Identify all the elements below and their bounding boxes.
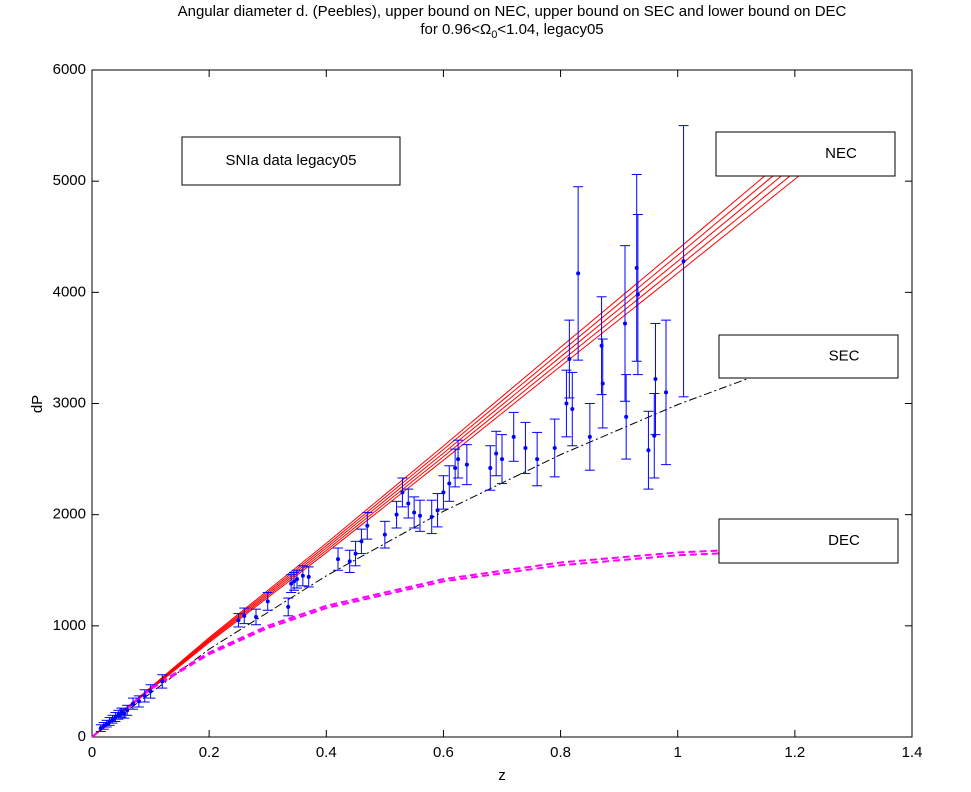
x-tick-label: 1.2 <box>784 744 805 761</box>
series-line <box>91 358 801 738</box>
x-tick-label: 0.2 <box>199 744 220 761</box>
data-point <box>286 604 291 609</box>
data-point <box>500 457 504 462</box>
series-line <box>91 166 802 738</box>
annotation: NEC <box>825 145 857 162</box>
series-line <box>91 152 802 738</box>
data-point <box>535 457 540 462</box>
data-point <box>635 292 640 297</box>
annotation-box <box>718 518 899 564</box>
data-point <box>570 407 575 412</box>
series-line <box>91 548 801 738</box>
data-point <box>148 689 153 694</box>
subtitle-part: <1.04, legacy05 <box>497 21 603 38</box>
data-point <box>289 581 294 586</box>
data-point <box>453 465 458 470</box>
annotation: DEC <box>828 532 860 549</box>
data-point <box>265 599 270 604</box>
x-axis-label: z <box>498 767 506 784</box>
x-tick-label: 1.4 <box>902 744 923 761</box>
data-point <box>552 445 557 450</box>
data-point <box>464 462 469 467</box>
subtitle-subscript: 0 <box>491 29 497 41</box>
data-point <box>394 512 399 517</box>
data-point <box>347 559 352 564</box>
data-point <box>254 614 258 619</box>
data-point <box>136 699 141 704</box>
annotation: SNIa data legacy05 <box>226 152 357 169</box>
chart-title: Angular diameter d. (Peebles), upper bou… <box>178 3 847 20</box>
x-tick-label: 0.6 <box>433 744 454 761</box>
data-point <box>418 513 422 518</box>
y-tick-label: 0 <box>78 728 86 745</box>
data-point <box>107 719 112 724</box>
data-point <box>300 573 305 578</box>
data-point <box>456 457 461 462</box>
data-point <box>365 523 370 528</box>
series-line <box>91 174 802 738</box>
x-tick-label: 0 <box>88 744 96 761</box>
y-tick-label: 3000 <box>53 394 86 411</box>
data-point <box>623 321 627 326</box>
data-point <box>400 490 405 495</box>
x-tick-label: 0.4 <box>316 744 337 761</box>
data-point <box>664 390 668 395</box>
data-point <box>681 259 686 264</box>
data-point <box>429 514 434 519</box>
annotation: SEC <box>829 347 860 364</box>
data-point <box>600 381 605 386</box>
data-point <box>116 712 121 717</box>
data-point <box>576 271 581 276</box>
y-tick-label: 4000 <box>53 283 86 300</box>
data-point <box>447 481 452 486</box>
series-line <box>91 145 802 738</box>
data-point <box>523 445 528 450</box>
data-point <box>441 490 446 495</box>
data-point <box>306 574 311 579</box>
data-point <box>359 539 364 544</box>
data-point <box>110 717 115 722</box>
data-point <box>646 448 651 453</box>
data-point <box>236 618 241 623</box>
data-point <box>587 434 592 439</box>
data-point <box>653 377 658 382</box>
data-point <box>160 679 165 684</box>
annotation-box <box>181 136 401 186</box>
data-point <box>494 451 499 456</box>
data-point <box>406 501 411 506</box>
data-point <box>292 579 297 584</box>
annotation-box <box>718 334 899 379</box>
y-tick-label: 5000 <box>53 172 86 189</box>
data-point <box>488 465 493 470</box>
y-tick-label: 1000 <box>53 617 86 634</box>
data-point <box>511 434 516 439</box>
data-point <box>624 414 629 419</box>
data-point <box>295 577 299 582</box>
data-point <box>412 510 417 515</box>
data-point <box>353 551 358 556</box>
x-tick-label: 0.8 <box>550 744 571 761</box>
series-line <box>91 159 802 738</box>
x-tick-label: 1 <box>674 744 682 761</box>
annotation-box <box>715 131 896 177</box>
chart-subtitle: for 0.96<Ω0<1.04, legacy05 <box>420 21 603 41</box>
data-point <box>142 693 147 698</box>
subtitle-part: for 0.96<Ω <box>420 21 491 38</box>
data-point <box>131 701 135 706</box>
data-point <box>113 714 118 719</box>
data-point <box>567 357 572 362</box>
y-axis-label: dP <box>29 395 46 413</box>
y-tick-label: 2000 <box>53 506 86 523</box>
data-point <box>564 401 569 406</box>
y-tick-label: 6000 <box>53 61 86 78</box>
data-point <box>122 711 127 716</box>
data-point <box>336 557 340 562</box>
data-point <box>242 613 247 618</box>
data-point <box>382 532 387 537</box>
series-line <box>91 545 801 738</box>
